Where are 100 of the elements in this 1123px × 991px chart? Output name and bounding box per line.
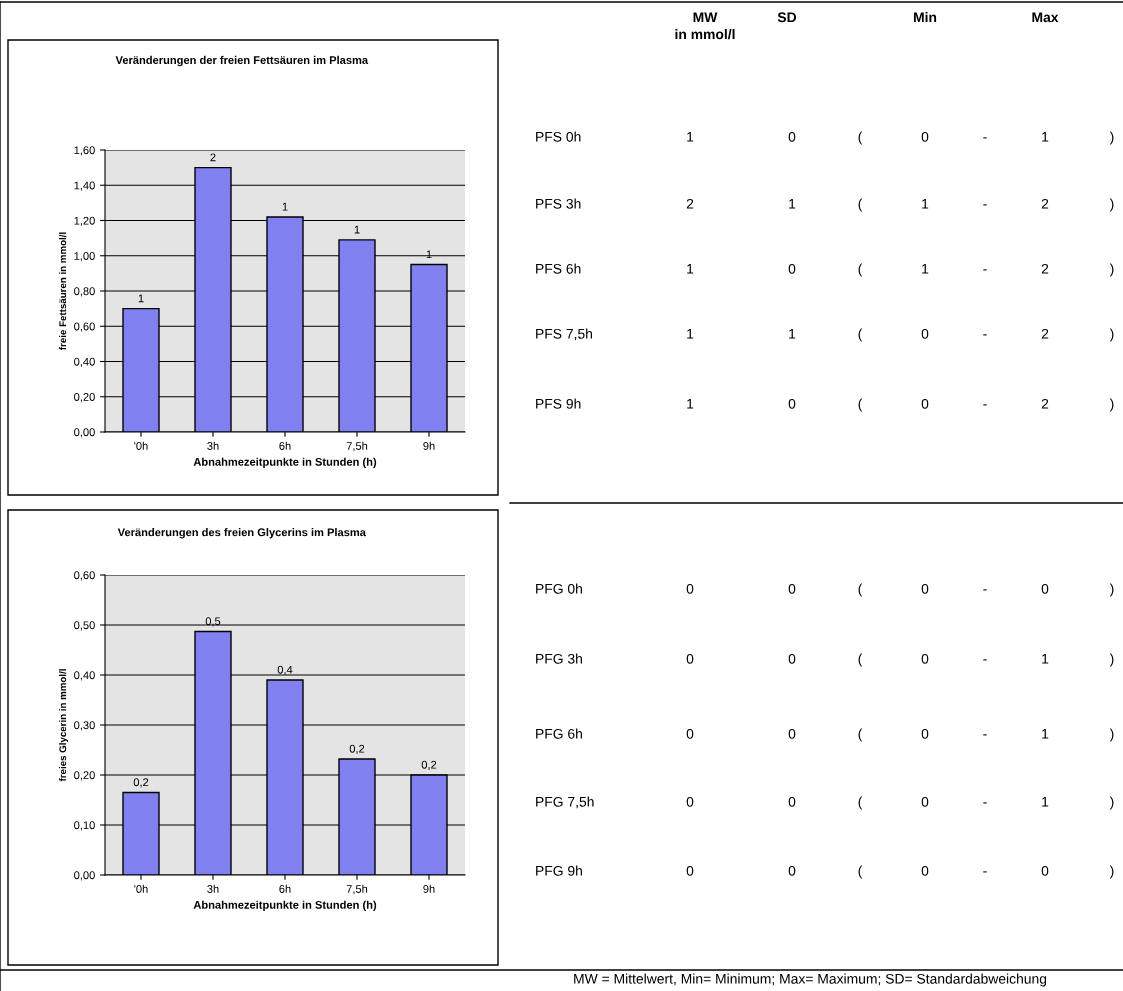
text: 0 [686, 865, 694, 876]
text: PFG 6h [536, 728, 582, 739]
text: ) [1109, 728, 1114, 742]
text: ( [858, 328, 863, 342]
x-tick-label: 7,5h [346, 884, 368, 895]
text: 1 [1042, 132, 1049, 142]
text: ) [1109, 263, 1114, 277]
data-label: 1 [282, 202, 288, 211]
text: ( [858, 198, 863, 212]
text: - [983, 659, 987, 661]
text: 1 [1042, 797, 1049, 807]
text: 0 [788, 398, 796, 409]
text: 0 [686, 583, 694, 594]
text: 0 [788, 653, 796, 664]
text: 1 [922, 199, 929, 209]
text: PFG 9h [536, 865, 582, 876]
text: ( [858, 653, 863, 667]
text: MW = Mittelwert, Min= Minimum; Max= Maximum; SD= Standardabweichung [574, 973, 1047, 987]
text: 0 [921, 398, 929, 409]
y-tick-label: 0,80 [74, 287, 95, 297]
text: ) [1109, 796, 1114, 810]
y-tick-label: 0,60 [74, 322, 95, 332]
text: 0 [788, 728, 796, 739]
text: 2 [1041, 328, 1049, 339]
y-tick-label: 0,00 [74, 428, 95, 438]
text: ) [1109, 583, 1114, 597]
text: ( [858, 398, 863, 412]
text: 1 [789, 199, 796, 209]
text: 0 [788, 131, 796, 142]
text: ( [858, 728, 863, 742]
text: MW in mmol/l [675, 12, 735, 40]
x-tick-label: '0h [134, 441, 148, 450]
text: 1 [687, 132, 694, 142]
text: 0 [921, 583, 929, 594]
text: PFS 6h [536, 263, 581, 274]
text: 0 [921, 796, 929, 807]
y-tick-label: 0,30 [74, 721, 95, 731]
text: 0 [921, 865, 929, 876]
text: PFG 0h [536, 583, 582, 594]
text: - [983, 137, 987, 139]
text: ) [1109, 398, 1114, 412]
y-tick-label: 1,00 [74, 252, 95, 262]
y-tick-label: 1,40 [74, 181, 95, 191]
text: - [983, 802, 987, 804]
text: ( [858, 796, 863, 810]
text: 0 [1041, 865, 1049, 876]
x-tick-label: 9h [423, 441, 435, 450]
y-tick-label: 0,60 [74, 571, 95, 581]
text: Min [913, 12, 937, 23]
x-tick-label: 6h [279, 884, 291, 893]
text: 1 [789, 329, 796, 339]
text: - [983, 871, 987, 873]
y-axis-title: freies Glycerin in mmol/l [59, 669, 69, 782]
text: 2 [1041, 198, 1049, 209]
text: ( [858, 583, 863, 597]
text: ( [858, 263, 863, 277]
y-tick-label: 0,40 [74, 671, 95, 681]
x-tick-label: 3h [207, 441, 219, 450]
chart-title: Veränderungen des freien Glycerins im Plasma [117, 528, 366, 539]
x-tick-label: 3h [207, 884, 219, 893]
text: ( [858, 865, 863, 879]
text: ) [1109, 328, 1114, 342]
text: - [983, 589, 987, 591]
text: 0 [788, 865, 796, 876]
text: 0 [686, 728, 694, 739]
y-tick-label: 1,60 [74, 146, 95, 156]
text: PFG 3h [536, 653, 582, 664]
text: 0 [1041, 583, 1049, 594]
x-axis-title: Abnahmezeitpunkte in Stunden (h) [193, 457, 377, 468]
text: PFS 3h [536, 198, 581, 209]
data-label: 0,2 [349, 744, 365, 754]
text: - [983, 734, 987, 736]
y-tick-label: 0,10 [74, 821, 95, 831]
text: 0 [686, 796, 694, 807]
x-axis-title: Abnahmezeitpunkte in Stunden (h) [193, 900, 377, 911]
text: 1 [687, 399, 694, 409]
text: 1 [1042, 654, 1049, 664]
text: 2 [1041, 398, 1049, 409]
x-tick-label: 6h [279, 441, 291, 450]
text: 1 [922, 264, 929, 274]
y-tick-label: 1,20 [74, 216, 95, 226]
text: 0 [788, 796, 796, 807]
x-tick-label: 9h [423, 884, 435, 893]
x-tick-label: '0h [134, 884, 148, 893]
text: SD [777, 12, 797, 23]
text: - [983, 334, 987, 336]
text: 0 [788, 263, 796, 274]
y-axis-title: freie Fettsäuren in mmol/l [59, 232, 67, 350]
text: 0 [921, 131, 929, 142]
text: 1 [1042, 729, 1049, 739]
text: 0 [921, 728, 929, 739]
text: 0 [921, 328, 929, 339]
y-tick-label: 0,20 [74, 393, 95, 403]
text: ) [1109, 865, 1114, 879]
data-label: 0,5 [205, 617, 221, 627]
y-tick-label: 0,40 [74, 357, 95, 367]
text: ) [1109, 131, 1114, 145]
text: PFS 9h [536, 398, 581, 409]
chart-title: Veränderungen der freien Fettsäuren im Plasma [115, 55, 369, 67]
text: - [983, 404, 987, 406]
